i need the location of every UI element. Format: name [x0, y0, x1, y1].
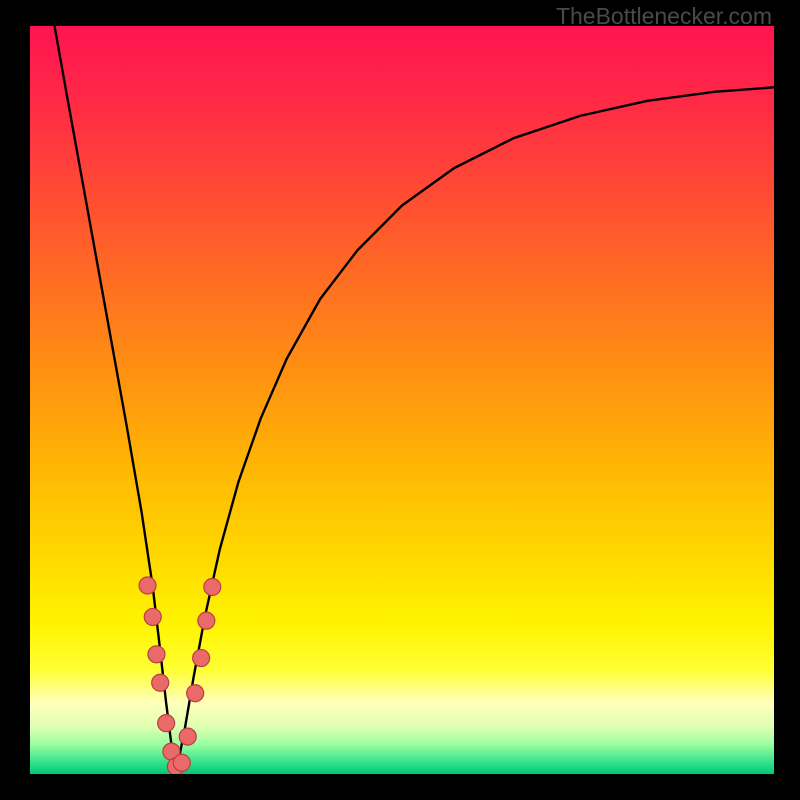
data-marker: [193, 650, 210, 667]
data-marker: [179, 728, 196, 745]
data-marker: [198, 612, 215, 629]
data-marker: [187, 685, 204, 702]
plot-area: [30, 26, 774, 774]
data-marker: [204, 579, 221, 596]
data-marker: [152, 674, 169, 691]
data-marker: [139, 577, 156, 594]
data-marker: [158, 715, 175, 732]
data-marker: [144, 608, 161, 625]
marker-group: [139, 577, 221, 774]
watermark-text: TheBottlenecker.com: [556, 3, 772, 30]
data-marker: [148, 646, 165, 663]
chart-frame: TheBottlenecker.com: [0, 0, 800, 800]
curve-layer: [30, 26, 774, 774]
data-marker: [173, 754, 190, 771]
